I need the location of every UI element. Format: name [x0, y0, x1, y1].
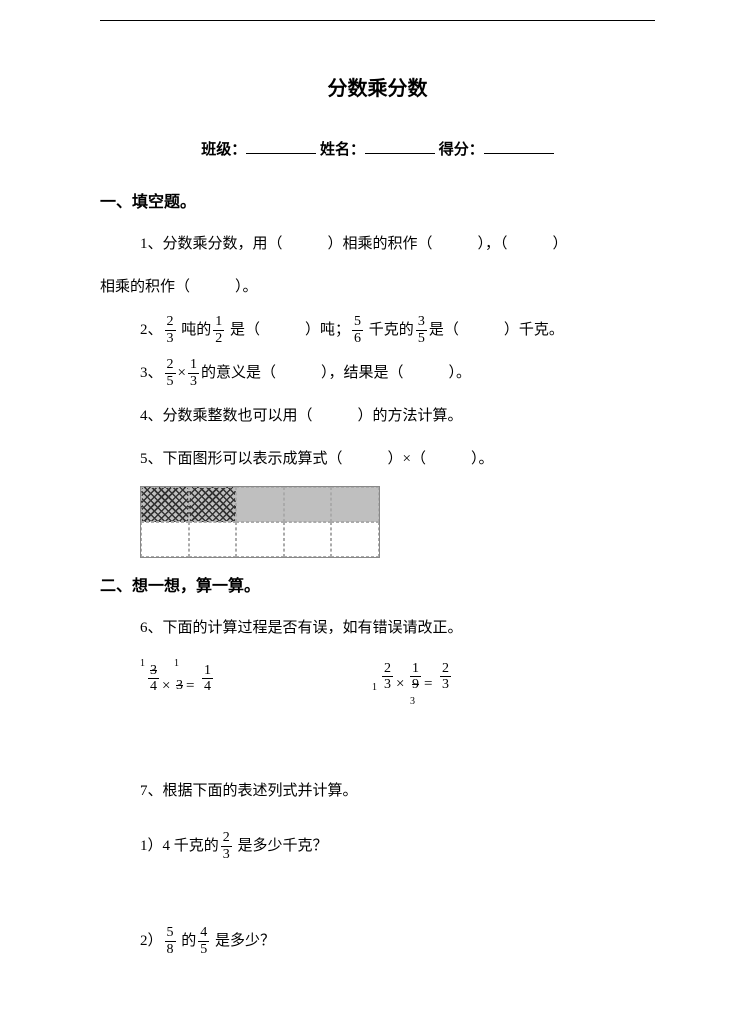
calc-b-eq: = [424, 671, 432, 698]
q2-m4: 是（ ）千克。 [429, 322, 564, 338]
class-label: 班级： [201, 142, 246, 158]
calc-a: 1 1 3 4 × 3 = 1 4 [140, 655, 240, 701]
q1-line2: 相乘的积作（ ）。 [100, 271, 655, 304]
q3-pre: 3、 [140, 365, 163, 381]
q7-1-post: 是多少千克？ [234, 838, 328, 854]
q7-2: 2）58 的45 是多少？ [140, 925, 655, 958]
cell-r1c2 [189, 487, 237, 522]
cell-r1c3 [236, 487, 284, 522]
q7: 7、根据下面的表述列式并计算。 [140, 775, 655, 808]
calc-row: 1 1 3 4 × 3 = 1 4 2 3 1 × 1 9 3 = 2 [140, 655, 655, 705]
grid-diagram [140, 486, 380, 558]
cell-r2c1 [141, 522, 189, 557]
cell-r1c4 [284, 487, 332, 522]
cell-r2c4 [284, 522, 332, 557]
frac-4-5: 45 [198, 925, 209, 957]
frac-5-6: 56 [352, 314, 363, 346]
calc-a-res: 1 4 [202, 663, 213, 695]
q3: 3、25×13的意义是（ ），结果是（ ）。 [140, 357, 655, 390]
section2-heading: 二、想一想，算一算。 [100, 573, 655, 602]
frac-2-3: 23 [165, 314, 176, 346]
name-label: 姓名： [320, 142, 365, 158]
calc-a-mult: × [162, 673, 170, 700]
frac-1-3: 13 [188, 357, 199, 389]
cell-r2c3 [236, 522, 284, 557]
frac-1-2: 12 [213, 314, 224, 346]
q2-m1: 吨的 [178, 322, 212, 338]
frac-5-8: 58 [165, 925, 176, 957]
calc-b-f2: 1 9 [410, 661, 421, 693]
calc-b: 2 3 1 × 1 9 3 = 2 3 [380, 655, 490, 705]
mult-sign: × [178, 365, 186, 381]
class-blank [246, 139, 316, 154]
q4: 4、分数乘整数也可以用（ ）的方法计算。 [140, 400, 655, 433]
calc-a-s1: 1 [140, 655, 145, 673]
q1-line1: 1、分数乘分数，用（ ）相乘的积作（ ），（ ） [140, 228, 655, 261]
frac-3-5: 35 [416, 314, 427, 346]
top-rule [100, 20, 655, 21]
score-label: 得分： [439, 142, 484, 158]
q7-1-pre: 1）4 千克的 [140, 838, 219, 854]
q2-m2: 是（ ）吨； [226, 322, 350, 338]
q2-pre: 2、 [140, 322, 163, 338]
cell-r2c2 [189, 522, 237, 557]
page-title: 分数乘分数 [100, 71, 655, 107]
q5: 5、下面图形可以表示成算式（ ）×（ ）。 [140, 443, 655, 476]
q7-2-post: 是多少？ [211, 933, 275, 949]
q2: 2、23 吨的12 是（ ）吨；56 千克的35是（ ）千克。 [140, 314, 655, 347]
frac-2-3-b: 23 [221, 830, 232, 862]
frac-2-5: 25 [165, 357, 176, 389]
q7-2-pre: 2） [140, 933, 163, 949]
calc-b-mult: × [396, 671, 404, 698]
calc-a-f2: 3 [174, 663, 185, 694]
q6: 6、下面的计算过程是否有误，如有错误请改正。 [140, 612, 655, 645]
cell-r1c1 [141, 487, 189, 522]
cell-r1c5 [331, 487, 379, 522]
calc-b-res: 2 3 [440, 661, 451, 693]
q3-mid: 的意义是（ ），结果是（ ）。 [201, 365, 471, 381]
cell-r2c5 [331, 522, 379, 557]
calc-a-f1: 3 4 [148, 663, 159, 695]
q2-m3: 千克的 [365, 322, 414, 338]
calc-b-f1: 2 3 [382, 661, 393, 693]
q7-1: 1）4 千克的23 是多少千克？ [140, 830, 655, 863]
calc-b-sb2: 3 [410, 693, 415, 711]
calc-b-sb: 1 [372, 679, 377, 697]
section1-heading: 一、填空题。 [100, 189, 655, 218]
info-line: 班级： 姓名： 得分： [100, 137, 655, 164]
q7-2-mid: 的 [178, 933, 197, 949]
name-blank [365, 139, 435, 154]
score-blank [484, 139, 554, 154]
calc-a-eq: = [186, 673, 194, 700]
